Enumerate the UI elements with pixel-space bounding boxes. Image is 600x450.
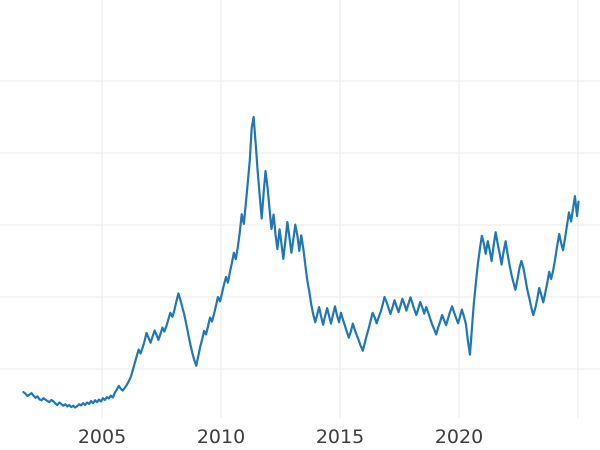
x-tick-label-2020: 2020 [435, 426, 483, 448]
x-tick-label-2015: 2015 [316, 426, 364, 448]
data-series-group [22, 115, 580, 409]
series-line-value [22, 115, 580, 409]
vertical-gridlines [101, 0, 579, 418]
horizontal-gridlines [0, 80, 600, 370]
x-axis-tick-labels: 2005 2010 2015 2020 [78, 426, 483, 448]
x-tick-label-2005: 2005 [78, 426, 126, 448]
x-tick-label-2010: 2010 [197, 426, 245, 448]
